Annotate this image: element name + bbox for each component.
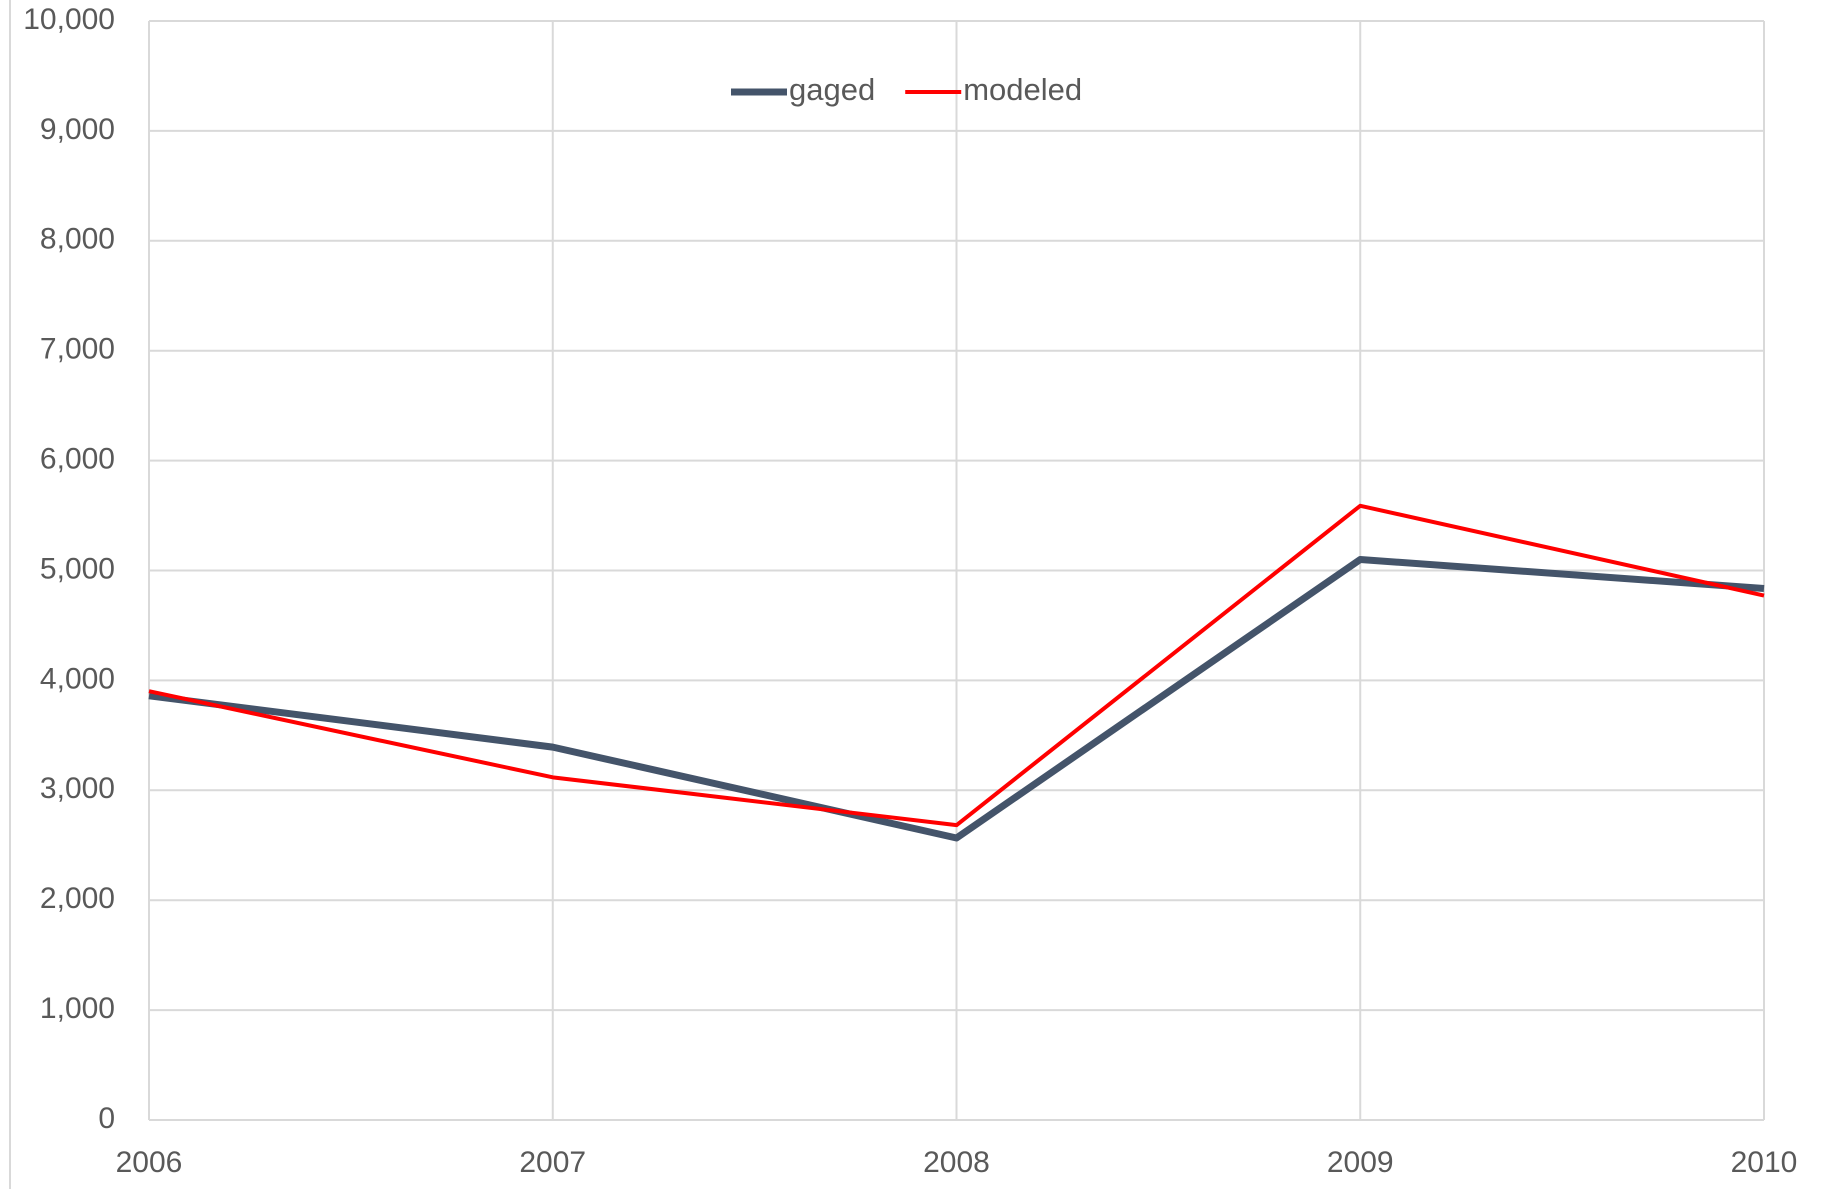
x-tick-label: 2009 — [1327, 1146, 1394, 1179]
y-tick-label: 7,000 — [40, 333, 115, 366]
x-tick-label: 2010 — [1731, 1146, 1798, 1179]
x-tick-label: 2008 — [923, 1146, 990, 1179]
y-tick-label: 5,000 — [40, 552, 115, 585]
legend-text: gaged — [789, 72, 875, 107]
y-tick-label: 8,000 — [40, 223, 115, 256]
y-tick-label: 3,000 — [40, 772, 115, 805]
y-tick-label: 1,000 — [40, 992, 115, 1025]
y-tick-label: 0 — [98, 1102, 115, 1135]
legend-text: modeled — [963, 72, 1082, 107]
y-tick-label: 4,000 — [40, 662, 115, 695]
y-tick-label: 9,000 — [40, 113, 115, 146]
x-tick-label: 2006 — [116, 1146, 183, 1179]
y-tick-label: 2,000 — [40, 882, 115, 915]
series-line — [148, 503, 1765, 828]
y-tick-label: 6,000 — [40, 443, 115, 476]
x-tick-label: 2007 — [519, 1146, 586, 1179]
series-line — [148, 556, 1765, 842]
y-tick-label: 10,000 — [23, 3, 115, 36]
